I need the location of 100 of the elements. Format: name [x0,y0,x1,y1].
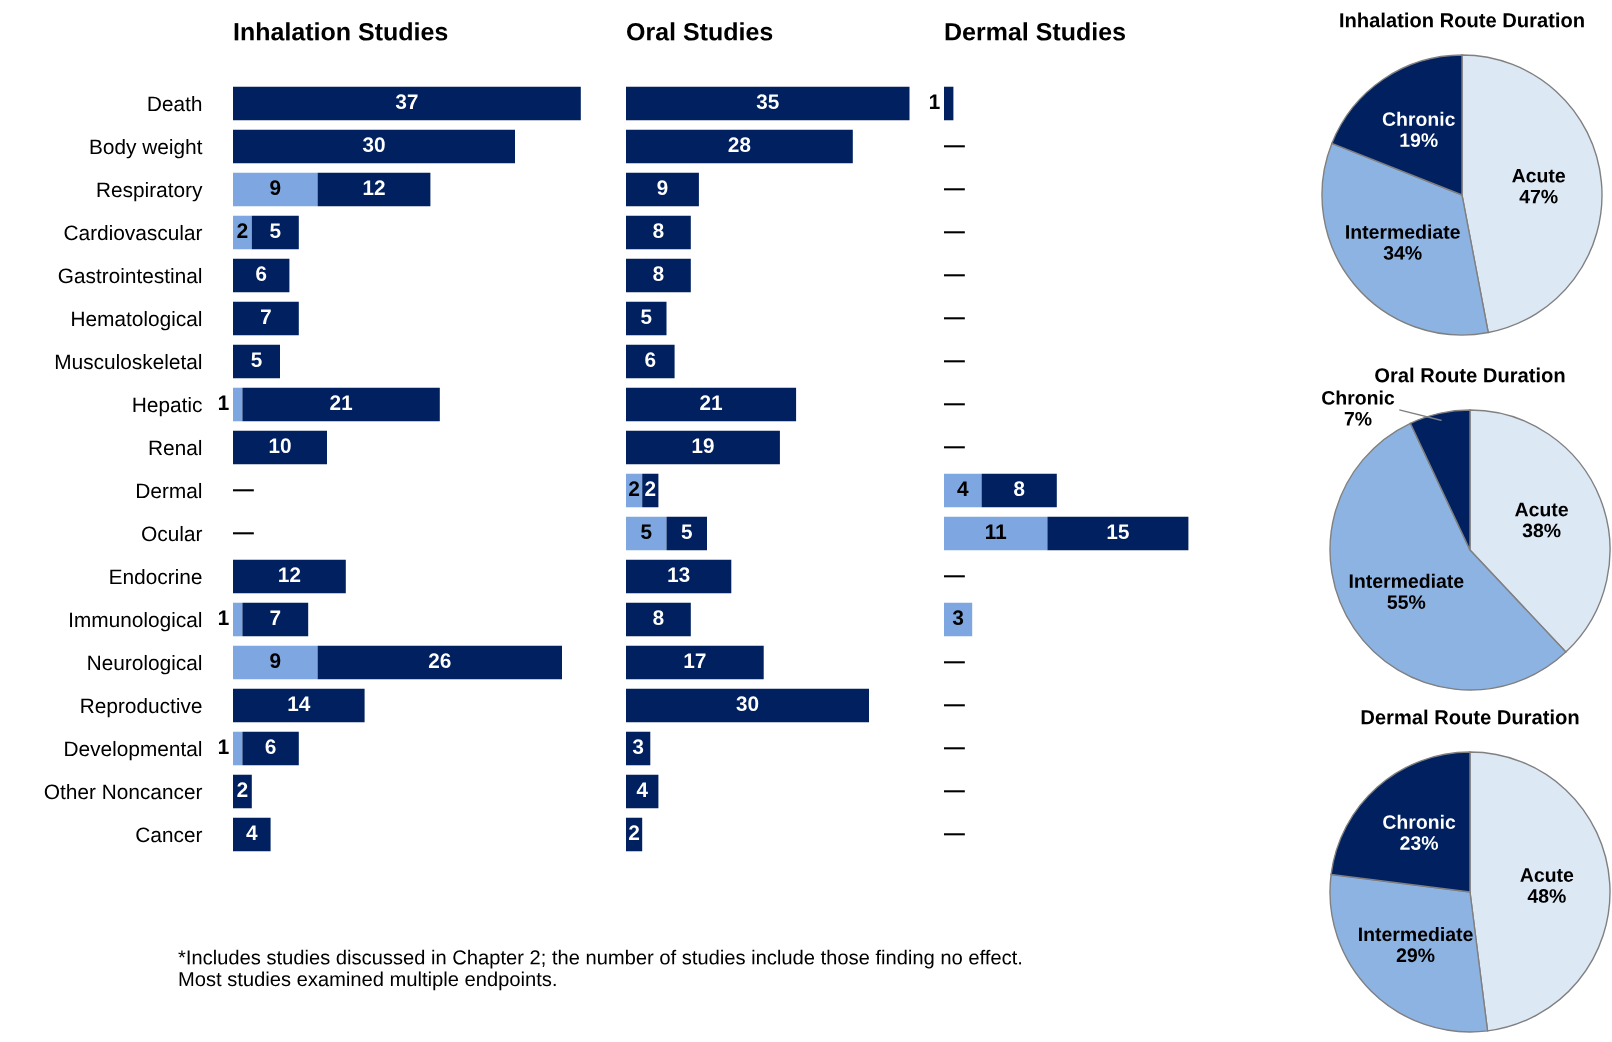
data-label: 19% [1400,133,1438,148]
data-label: 2 [237,782,248,797]
data-label: 8 [1014,481,1025,497]
chart-title: Oral Route Duration [1375,367,1565,383]
data-label: 1 [218,739,229,754]
bar [944,86,954,121]
slice-label: Chronic [1382,111,1455,127]
bar [233,559,346,594]
slice-label: Chronic [1383,814,1456,829]
slice-label: Intermediate [1349,573,1464,589]
bar [233,688,365,723]
bar [317,645,562,680]
data-label: — [944,833,965,836]
slice-label: Acute [1515,502,1568,517]
slice-label: Intermediate [1359,926,1473,942]
data-label: 35 [756,94,779,110]
data-label: 5 [641,309,652,325]
data-label: 15 [1107,524,1129,540]
data-label: 12 [279,567,301,582]
y-tick-label: Immunological [70,611,202,632]
data-label: 5 [251,352,262,368]
chart-title: Dermal Studies [945,22,1125,41]
text: *Includes studies discussed in Chapter 2; the number of studies include those finding no effect. Most studies examined multiple endpoints. [178,949,1022,991]
data-label: 9 [270,180,281,196]
bar [626,301,667,336]
data-label: — [944,575,965,578]
bar [626,645,764,680]
bar [242,387,440,422]
y-tick-label: Cancer [136,827,203,843]
slice-label: Chronic [1322,390,1395,405]
data-label: 47% [1519,189,1558,204]
data-label: 55% [1387,595,1426,609]
y-tick-label: Cardiovascular [64,224,203,241]
bar [981,473,1057,508]
bar [626,129,853,164]
bar [233,602,243,637]
data-label: 11 [986,524,1007,539]
slice-label: Acute [1520,868,1574,882]
bar [233,430,327,465]
data-label: — [233,489,254,492]
data-label: — [944,403,965,406]
data-label: 23% [1400,836,1439,850]
bar [626,172,699,207]
data-label: 26 [428,653,451,669]
data-label: 3 [632,739,644,755]
data-label: 6 [265,739,276,755]
y-tick-label: Death [148,95,202,112]
bar [626,688,869,723]
data-label: 21 [700,395,723,410]
bar [626,602,691,637]
bar [944,473,982,508]
data-label: 48% [1527,889,1566,903]
data-label: 12 [363,180,385,195]
y-tick-label: Developmental [65,740,202,761]
data-label: — [944,145,965,148]
data-label: 8 [653,223,664,239]
data-label: 9 [657,180,668,196]
data-label: 30 [362,137,385,153]
chart-title: Inhalation Studies [234,22,448,41]
data-label: 38% [1522,523,1561,538]
bar [626,344,675,379]
data-label: — [944,274,965,277]
bar [233,387,243,422]
data-label: 4 [957,481,969,496]
data-label: 10 [269,438,291,454]
data-label: — [944,747,965,750]
bar [944,516,1048,551]
data-label: — [944,661,965,664]
bar [666,516,707,551]
y-tick-label: Hepatic [133,396,202,417]
data-label: 1 [218,610,229,625]
data-label: 2 [645,481,656,496]
chart-title: Dermal Route Duration [1361,709,1579,725]
data-label: 30 [736,696,759,712]
bar [233,258,290,293]
data-label: 5 [641,524,652,540]
bar [242,602,309,637]
bar [233,344,280,379]
slice-label: Acute [1512,168,1566,183]
data-label: 2 [629,825,640,840]
data-label: — [944,446,965,449]
bar [626,430,780,465]
data-label: 3 [952,610,964,626]
data-label: 19 [692,438,714,454]
y-tick-label: Other Noncancer [44,783,203,800]
data-label: 7% [1344,411,1372,426]
y-tick-label: Renal [149,439,202,456]
data-label: 21 [330,395,353,410]
y-tick-label: Hematological [72,310,202,331]
data-label: 4 [246,825,258,840]
data-label: — [944,231,965,234]
bar [626,215,691,250]
bar [233,645,318,680]
data-label: 4 [636,782,648,797]
bar [233,172,318,207]
data-label: 13 [668,567,690,583]
y-tick-label: Endocrine [110,568,202,585]
bar [233,731,243,766]
data-label: — [944,360,965,363]
data-label: 28 [728,137,751,153]
